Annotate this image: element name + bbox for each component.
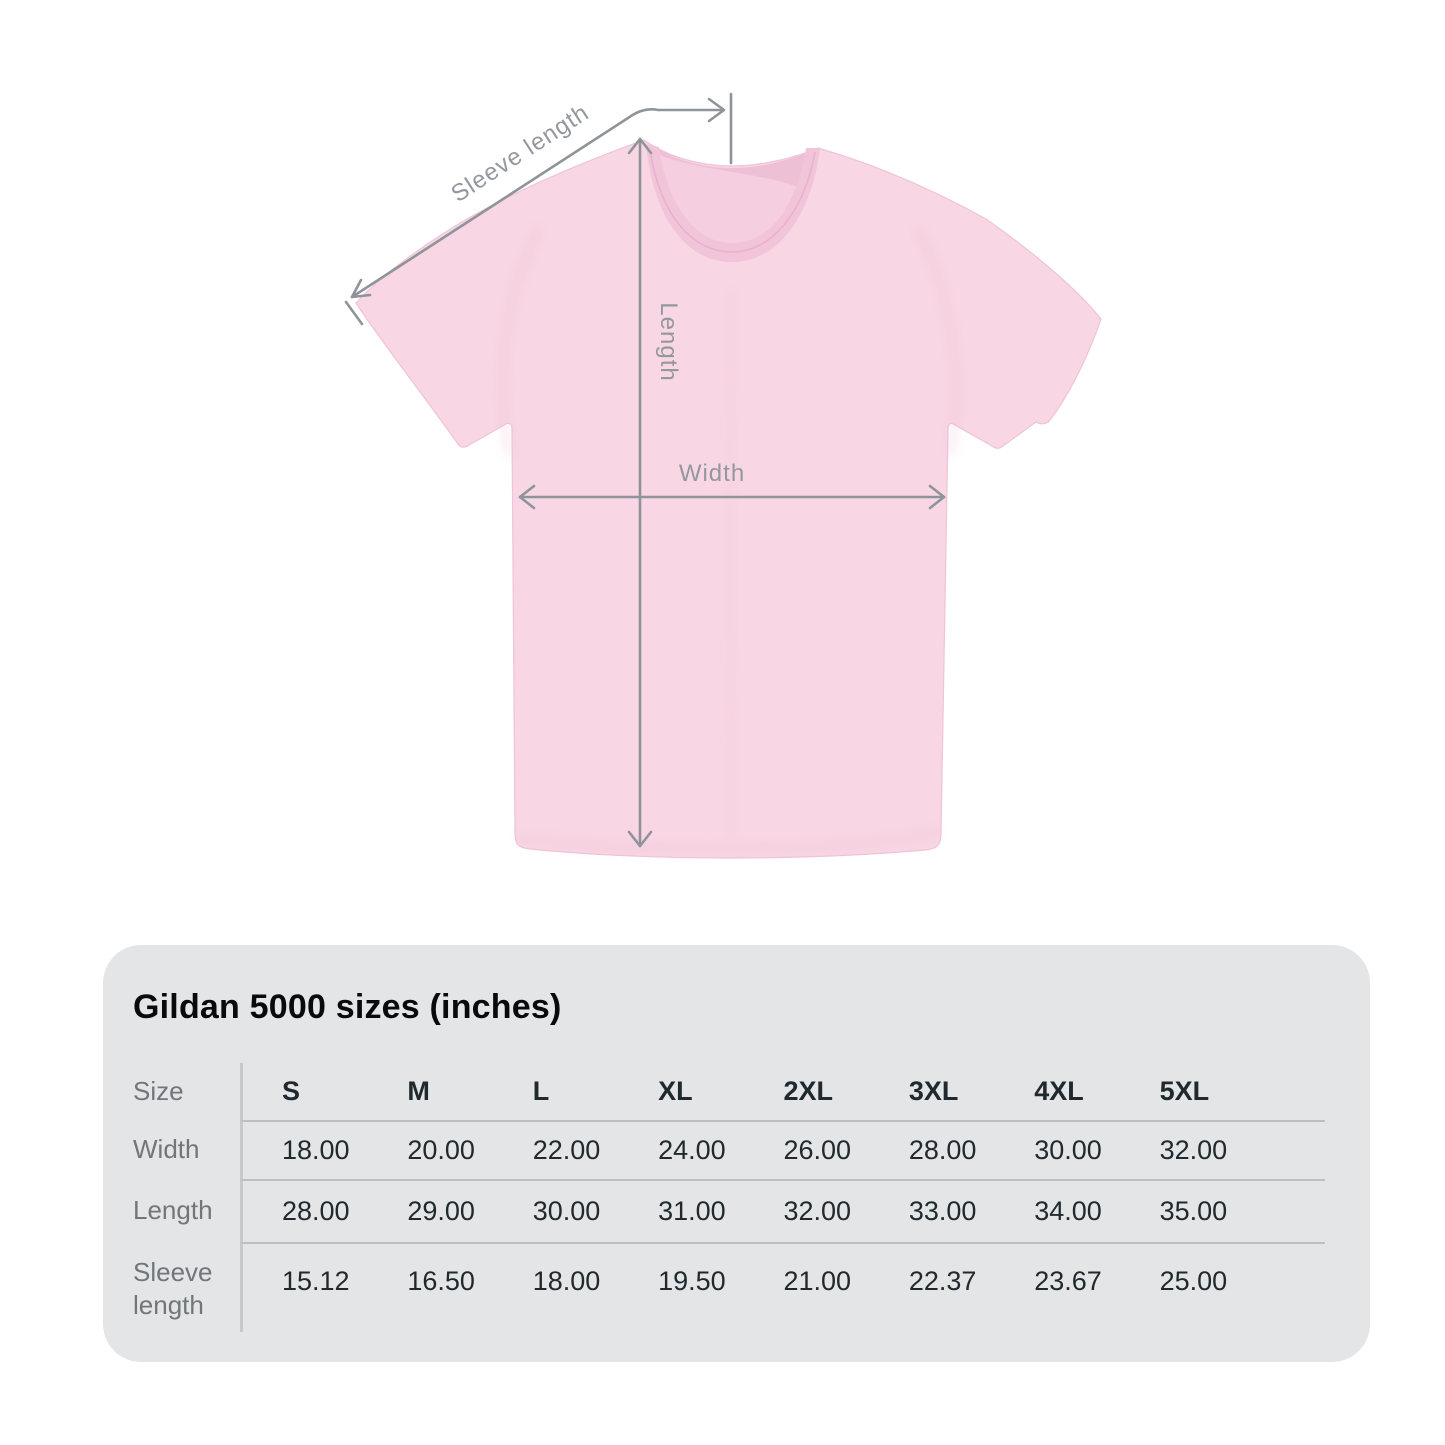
row-label-size: Size (133, 1076, 184, 1106)
length-label: Length (655, 302, 682, 381)
sleeve-length-dimension-line (344, 92, 733, 326)
col-header: XL (658, 1076, 693, 1106)
table-cell: 25.00 (1159, 1266, 1228, 1296)
tshirt-graphic (355, 139, 1102, 859)
table-cell: 18.00 (532, 1266, 601, 1296)
size-table-row-sleeve-length: Sleeve length 15.12 16.50 18.00 19.50 21… (133, 1242, 1325, 1332)
arrowhead-down-icon (627, 830, 653, 848)
tshirt-collar-seam (649, 149, 816, 253)
table-cell: 30.00 (1034, 1135, 1102, 1165)
length-cells: 28.00 29.00 30.00 31.00 32.00 33.00 34.0… (240, 1179, 1325, 1242)
row-label-length: Length (133, 1195, 213, 1225)
table-cell: 19.50 (658, 1266, 726, 1296)
table-cell: 30.00 (532, 1196, 601, 1226)
row-label-sleeve-length: Sleeve length (133, 1257, 213, 1320)
extension-tick (344, 300, 364, 326)
size-table-header-row: Size S M L XL 2XL 3XL 4XL 5XL (133, 1063, 1325, 1120)
row-label-width: Width (133, 1134, 200, 1164)
col-header: M (407, 1076, 430, 1106)
col-header: L (532, 1076, 550, 1106)
table-cell: 28.00 (282, 1196, 350, 1226)
table-cell: 21.00 (783, 1266, 852, 1296)
table-cell: 32.00 (1159, 1135, 1228, 1165)
table-cell: 23.67 (1034, 1266, 1102, 1296)
size-table: Size S M L XL 2XL 3XL 4XL 5XL Width 18.0… (133, 1063, 1325, 1332)
arrowhead-left-icon (518, 484, 536, 510)
size-table-row-width: Width 18.00 20.00 22.00 24.00 26.00 28.0… (133, 1120, 1325, 1179)
table-cell: 22.00 (532, 1135, 601, 1165)
arrowhead-up-icon (627, 137, 653, 155)
table-cell: 22.37 (908, 1266, 977, 1296)
col-header: 5XL (1159, 1076, 1210, 1106)
header-cells: S M L XL 2XL 3XL 4XL 5XL (240, 1063, 1325, 1120)
dimension-lines (344, 92, 946, 848)
table-cell: 15.12 (282, 1266, 350, 1296)
width-cells: 18.00 20.00 22.00 24.00 26.00 28.00 30.0… (240, 1120, 1325, 1179)
size-chart-panel: Gildan 5000 sizes (inches) Size S M L XL… (103, 945, 1370, 1362)
col-header: 2XL (783, 1076, 834, 1106)
col-header: 3XL (908, 1076, 959, 1106)
table-cell: 20.00 (407, 1135, 475, 1165)
col-header: 4XL (1034, 1076, 1084, 1106)
tshirt-measurement-diagram: Sleeve length Length Width (344, 92, 1102, 859)
table-cell: 35.00 (1159, 1196, 1228, 1226)
table-cell: 32.00 (783, 1196, 852, 1226)
tshirt-neck-shadow (649, 143, 817, 190)
width-label: Width (679, 460, 745, 487)
table-cell: 24.00 (658, 1135, 726, 1165)
table-cell: 18.00 (282, 1135, 350, 1165)
table-cell: 29.00 (407, 1196, 475, 1226)
length-dimension-line (627, 137, 653, 848)
width-dimension-line (518, 484, 946, 510)
sleeve-length-cells: 15.12 16.50 18.00 19.50 21.00 22.37 23.6… (240, 1242, 1325, 1332)
size-chart-title: Gildan 5000 sizes (inches) (133, 988, 562, 1026)
arrowhead-diagonal-icon (350, 278, 372, 299)
arrowhead-right-icon (707, 97, 726, 123)
table-cell: 26.00 (783, 1135, 852, 1165)
table-cell: 28.00 (908, 1135, 977, 1165)
col-header: S (282, 1076, 301, 1106)
table-cell: 31.00 (658, 1196, 726, 1226)
table-cell: 34.00 (1034, 1196, 1102, 1226)
arrowhead-right-icon (928, 484, 946, 510)
tshirt-shading (500, 226, 959, 852)
size-table-row-length: Length 28.00 29.00 30.00 31.00 32.00 33.… (133, 1179, 1325, 1242)
table-cell: 16.50 (407, 1266, 475, 1296)
table-cell: 33.00 (908, 1196, 977, 1226)
